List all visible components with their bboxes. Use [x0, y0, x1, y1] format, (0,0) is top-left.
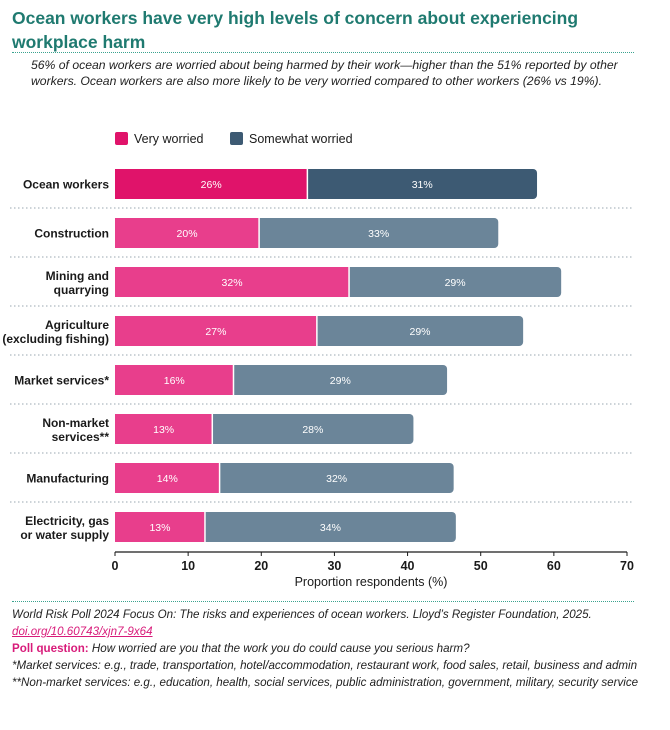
footer-divider — [12, 601, 634, 602]
category-label: quarrying — [54, 283, 109, 297]
data-label-somewhat-worried: 31% — [412, 179, 433, 191]
bar-very-worried — [115, 218, 260, 248]
bar-very-worried — [115, 463, 220, 493]
bar-very-worried — [115, 512, 205, 542]
category-label: Ocean workers — [23, 178, 109, 192]
category-label: or water supply — [20, 528, 109, 542]
x-tick-label: 60 — [547, 559, 561, 573]
x-tick-label: 0 — [112, 559, 119, 573]
bar-somewhat-worried — [303, 169, 538, 199]
data-label-somewhat-worried: 34% — [320, 522, 341, 534]
poll-question-label: Poll question: — [12, 642, 89, 655]
data-label-very-worried: 27% — [205, 326, 226, 338]
bar-very-worried — [115, 365, 234, 395]
bar-somewhat-worried — [215, 463, 454, 493]
poll-question-text: How worried are you that the work you do… — [88, 642, 470, 655]
data-label-somewhat-worried: 32% — [326, 473, 347, 485]
data-label-very-worried: 16% — [164, 375, 185, 387]
chart-title: Ocean workers have very high levels of c… — [12, 8, 579, 52]
stacked-bar-chart: Very worried Somewhat worried Ocean worker… — [2, 132, 634, 589]
poll-question: Poll question: How worried are you that … — [12, 640, 642, 657]
data-label-very-worried: 32% — [222, 277, 243, 289]
x-tick-label: 40 — [401, 559, 415, 573]
x-axis-label: Proportion respondents (%) — [295, 575, 448, 589]
bar-very-worried — [115, 169, 308, 199]
data-label-somewhat-worried: 29% — [409, 326, 430, 338]
note-market-services: *Market services: e.g., trade, transport… — [12, 659, 638, 672]
data-label-very-worried: 13% — [153, 424, 174, 436]
doi-link[interactable]: doi.org/10.60743/xjn7-9x64 — [12, 625, 153, 638]
legend-swatch-very-worried — [115, 132, 128, 145]
bar-very-worried — [115, 414, 213, 444]
legend-label-somewhat-worried: Somewhat worried — [249, 132, 353, 146]
source-text: World Risk Poll 2024 Focus On: The risks… — [12, 608, 592, 621]
x-tick-label: 50 — [474, 559, 488, 573]
bar-very-worried — [115, 267, 350, 297]
bar-somewhat-worried — [208, 414, 414, 444]
category-label: Agriculture — [45, 318, 109, 332]
data-label-very-worried: 26% — [201, 179, 222, 191]
data-label-very-worried: 13% — [149, 522, 170, 534]
data-label-somewhat-worried: 33% — [368, 228, 389, 240]
note-non-market-services: **Non-market services: e.g., education, … — [12, 676, 639, 689]
bar-somewhat-worried — [345, 267, 562, 297]
bar-somewhat-worried — [312, 316, 524, 346]
bar-somewhat-worried — [200, 512, 456, 542]
x-tick-label: 20 — [254, 559, 268, 573]
legend-swatch-somewhat-worried — [230, 132, 243, 145]
title-divider — [12, 52, 634, 53]
bar-very-worried — [115, 316, 317, 346]
category-label: Market services* — [14, 374, 109, 388]
category-label: Mining and — [46, 269, 109, 283]
category-label: Electricity, gas — [25, 514, 109, 528]
data-label-very-worried: 20% — [177, 228, 198, 240]
source-citation: World Risk Poll 2024 Focus On: The risks… — [12, 606, 642, 623]
category-label: Non-market — [42, 416, 109, 430]
category-label: services** — [52, 430, 110, 444]
category-label: (excluding fishing) — [2, 332, 109, 346]
legend-label-very-worried: Very worried — [134, 132, 204, 146]
x-tick-label: 10 — [181, 559, 195, 573]
data-label-somewhat-worried: 28% — [302, 424, 323, 436]
bar-somewhat-worried — [255, 218, 499, 248]
category-label: Manufacturing — [26, 472, 109, 486]
x-tick-label: 30 — [327, 559, 341, 573]
chart-subtitle: 56% of ocean workers are worried about b… — [31, 58, 618, 88]
chart-footer: World Risk Poll 2024 Focus On: The risks… — [12, 606, 642, 691]
data-label-somewhat-worried: 29% — [445, 277, 466, 289]
x-tick-label: 70 — [620, 559, 634, 573]
data-label-somewhat-worried: 29% — [330, 375, 351, 387]
category-label: Construction — [34, 227, 109, 241]
bar-somewhat-worried — [229, 365, 448, 395]
data-label-very-worried: 14% — [157, 473, 178, 485]
